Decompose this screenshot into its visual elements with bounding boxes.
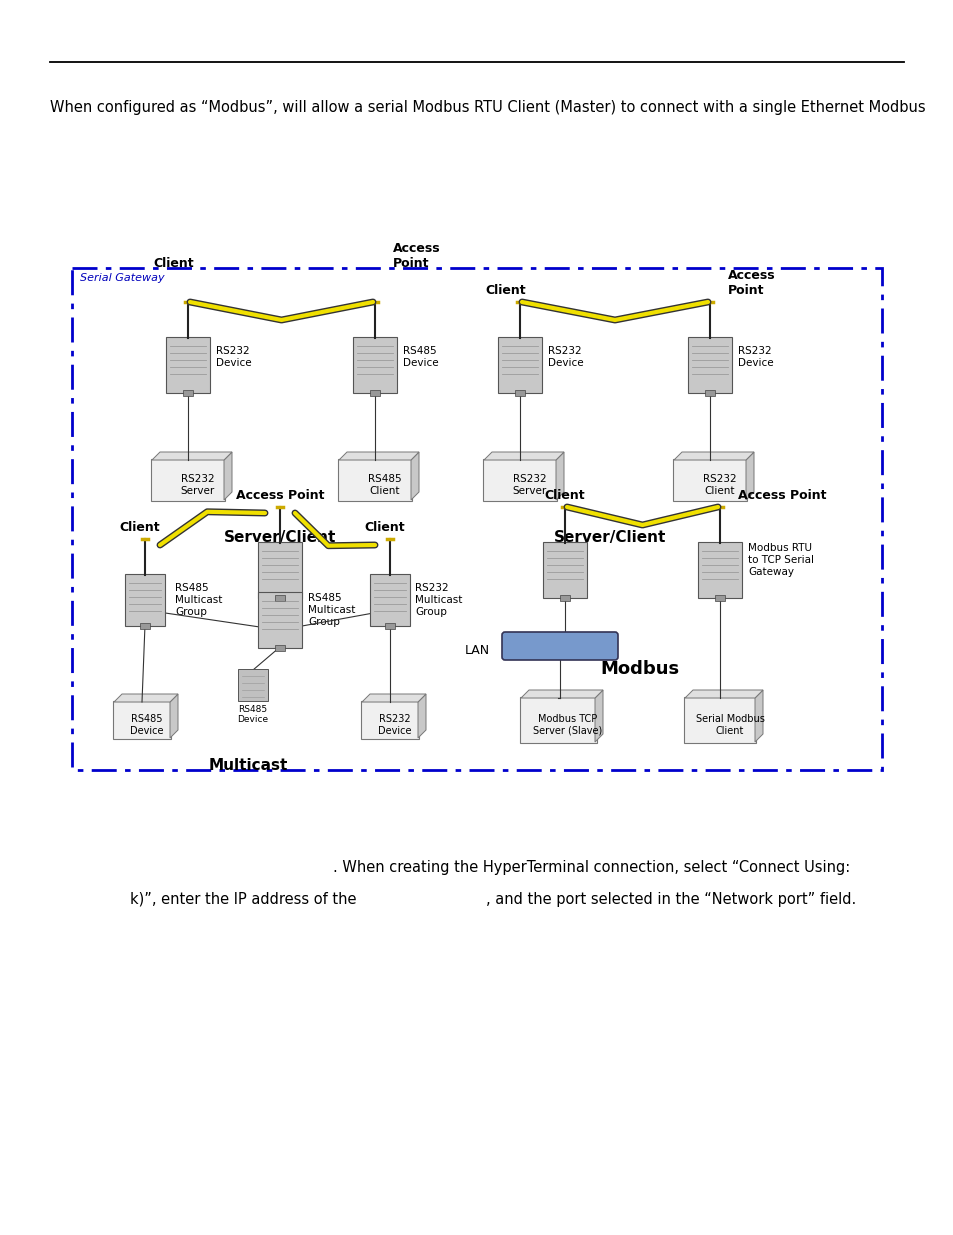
Polygon shape [520,690,602,698]
Polygon shape [595,690,602,742]
FancyBboxPatch shape [337,459,412,501]
Text: RS232
Device: RS232 Device [547,346,583,368]
FancyBboxPatch shape [151,459,225,501]
FancyBboxPatch shape [687,337,731,393]
FancyBboxPatch shape [501,632,618,659]
FancyBboxPatch shape [542,542,586,598]
Polygon shape [170,694,178,739]
FancyBboxPatch shape [125,574,165,626]
Polygon shape [224,452,232,500]
Text: LAN: LAN [464,643,490,657]
Polygon shape [684,690,762,698]
FancyBboxPatch shape [714,595,724,601]
Text: RS485
Multicast
Group: RS485 Multicast Group [308,593,355,626]
FancyBboxPatch shape [704,390,714,396]
Text: Access Point: Access Point [235,489,324,501]
FancyBboxPatch shape [183,390,193,396]
Text: RS232
Server: RS232 Server [513,474,547,495]
Text: Client: Client [544,489,585,501]
Polygon shape [673,452,753,459]
Text: Serial Gateway: Serial Gateway [80,273,165,283]
FancyBboxPatch shape [140,622,150,629]
FancyBboxPatch shape [515,390,524,396]
FancyBboxPatch shape [370,574,410,626]
Text: RS232
Device: RS232 Device [738,346,773,368]
Text: Access
Point: Access Point [393,242,440,270]
FancyBboxPatch shape [519,697,597,743]
FancyBboxPatch shape [683,697,755,743]
FancyBboxPatch shape [559,595,569,601]
FancyBboxPatch shape [370,390,379,396]
Text: k)”, enter the IP address of the                            , and the port selec: k)”, enter the IP address of the , and t… [130,892,856,906]
Text: Server/Client: Server/Client [554,530,665,545]
Text: RS485
Device: RS485 Device [131,714,164,736]
Text: Access Point: Access Point [738,489,825,501]
FancyBboxPatch shape [360,701,418,739]
FancyBboxPatch shape [482,459,557,501]
Polygon shape [754,690,762,742]
Text: RS485
Device: RS485 Device [402,346,438,368]
FancyBboxPatch shape [237,669,268,701]
FancyBboxPatch shape [112,701,171,739]
Polygon shape [152,452,232,459]
Text: RS232
Multicast
Group: RS232 Multicast Group [415,583,462,616]
FancyBboxPatch shape [385,622,395,629]
Polygon shape [361,694,426,701]
Text: Client: Client [153,257,194,270]
Text: Modbus TCP
Server (Slave): Modbus TCP Server (Slave) [533,714,602,736]
Text: . When creating the HyperTerminal connection, select “Connect Using:: . When creating the HyperTerminal connec… [333,860,849,876]
FancyBboxPatch shape [257,542,302,598]
Text: RS232
Device: RS232 Device [215,346,252,368]
FancyBboxPatch shape [166,337,210,393]
Text: RS485
Device: RS485 Device [237,705,269,725]
Text: When configured as “Modbus”, will allow a serial Modbus RTU Client (Master) to c: When configured as “Modbus”, will allow … [50,100,924,115]
Text: Client: Client [364,521,405,534]
Polygon shape [745,452,753,500]
Polygon shape [483,452,563,459]
FancyBboxPatch shape [257,592,302,648]
Text: RS485
Client: RS485 Client [368,474,401,495]
Text: Client: Client [119,521,160,534]
FancyBboxPatch shape [672,459,746,501]
Text: Modbus: Modbus [599,659,679,678]
Polygon shape [113,694,178,701]
FancyBboxPatch shape [274,595,285,601]
Polygon shape [556,452,563,500]
FancyBboxPatch shape [698,542,741,598]
Text: RS232
Server: RS232 Server [181,474,214,495]
Text: Serial Modbus
Client: Serial Modbus Client [695,714,763,736]
Polygon shape [338,452,418,459]
Polygon shape [417,694,426,739]
Text: Client: Client [485,284,526,296]
FancyBboxPatch shape [497,337,541,393]
Text: Modbus RTU
to TCP Serial
Gateway: Modbus RTU to TCP Serial Gateway [747,543,813,577]
Text: Server/Client: Server/Client [224,530,335,545]
Text: RS232
Client: RS232 Client [702,474,736,495]
FancyBboxPatch shape [353,337,396,393]
Polygon shape [411,452,418,500]
Text: Access
Point: Access Point [727,269,775,296]
Text: Multicast: Multicast [208,758,288,773]
Text: RS232
Device: RS232 Device [377,714,412,736]
FancyBboxPatch shape [274,645,285,651]
Text: RS485
Multicast
Group: RS485 Multicast Group [174,583,222,616]
